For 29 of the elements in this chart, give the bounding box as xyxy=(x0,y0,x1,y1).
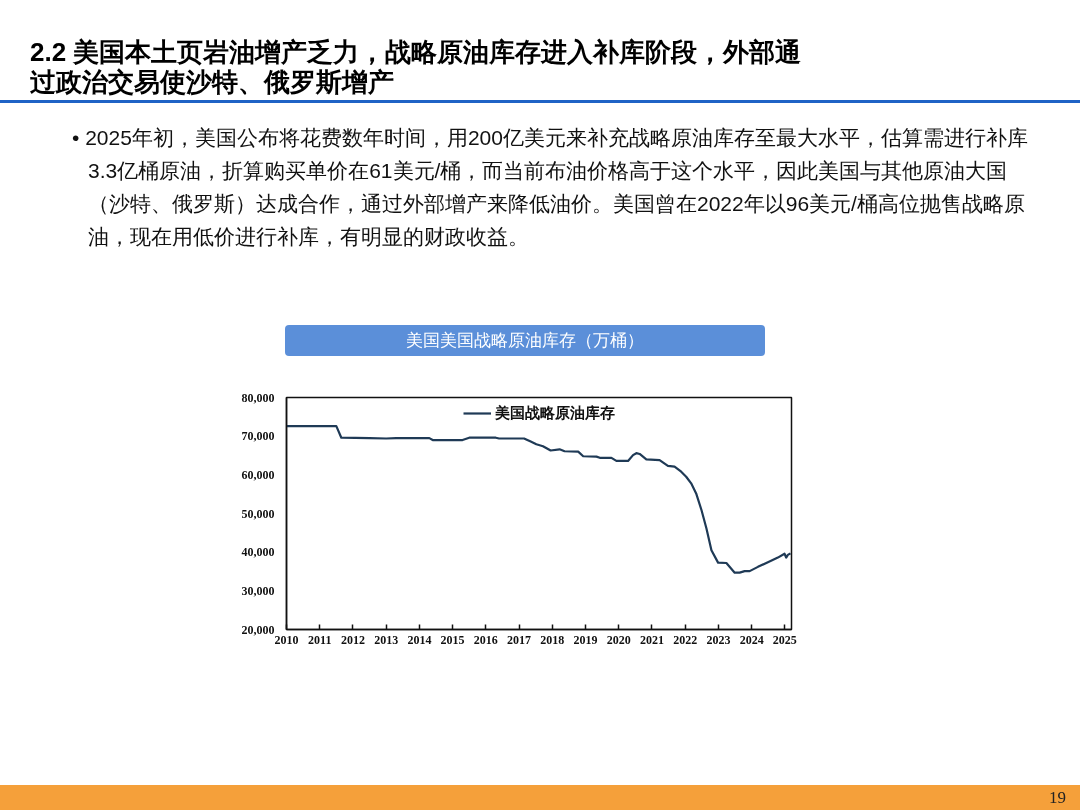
x-tick-label: 2023 xyxy=(706,632,731,647)
x-tick-label: 2011 xyxy=(308,632,332,647)
x-tick-label: 2016 xyxy=(473,632,498,647)
text: 19 xyxy=(0,785,1080,810)
chart-subtitle: 美国美国战略原油库存（万桶） xyxy=(285,325,765,356)
x-tick-label: 2022 xyxy=(673,632,698,647)
y-tick-label: 30,000 xyxy=(241,583,275,598)
y-tick-label: 70,000 xyxy=(241,429,275,444)
x-tick-label: 2020 xyxy=(606,632,631,647)
chart-title: 2.2 美国本土页岩油增产乏力，战略原油库存进入补库阶段，外部通过政治交易使沙特、俄罗斯增产 xyxy=(30,37,803,97)
x-tick-label: 2014 xyxy=(407,632,432,647)
y-tick-label: 50,000 xyxy=(241,506,275,521)
x-tick-label: 2010 xyxy=(274,632,299,647)
x-tick-label: 2012 xyxy=(340,632,365,647)
line-series xyxy=(286,425,792,574)
x-tick-label: 2024 xyxy=(739,632,764,647)
x-tick-label: 2021 xyxy=(639,632,664,647)
x-tick-label: 2025 xyxy=(772,632,797,647)
y-tick-label: 80,000 xyxy=(241,390,275,405)
x-tick-label: 2018 xyxy=(540,632,565,647)
x-tick-label: 2017 xyxy=(507,632,532,647)
y-tick-label: 60,000 xyxy=(241,467,275,482)
x-tick-label: 2019 xyxy=(573,632,598,647)
x-tick-label: 2015 xyxy=(440,632,465,647)
text: • 2025年初，美国公布将花费数年时间，用200亿美元来补充战略原油库存至最大水平，估算需进行补库3.3亿桶原油，折算购买单价在61美元/桶，而当前布油价格高于这个水平，因此美国与其他原油大国（沙特、俄罗斯）达成合作，通过外部增产来降低油价。美国曾在2022年以96美元/桶高位抛售战略原油，现在用低价进行补库，有明显的财政收益。 xyxy=(72,125,1029,250)
y-tick-label: 40,000 xyxy=(241,545,275,560)
y-tick-label: 20,000 xyxy=(241,622,275,637)
legend-label: 美国战略原油库存 xyxy=(494,403,615,423)
x-tick-label: 2013 xyxy=(374,632,399,647)
